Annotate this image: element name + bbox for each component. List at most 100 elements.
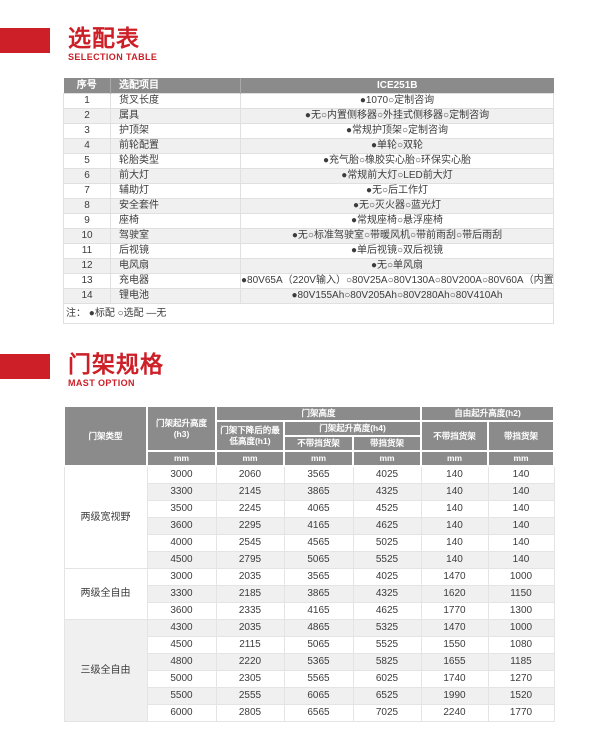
table-cell: 4025	[352, 568, 422, 586]
table-cell: 2035	[215, 568, 285, 586]
table-cell: 4565	[283, 534, 354, 552]
table-cell: 2185	[215, 585, 285, 603]
table-cell: 12	[63, 258, 111, 274]
header-cell-h2: 自由起升高度(h2)	[420, 405, 555, 422]
table-cell: 4865	[283, 619, 354, 637]
table-row: 6 前大灯 ●常规前大灯○LED前大灯	[63, 168, 554, 184]
table-cell: 1300	[487, 602, 555, 620]
table-cell: 2060	[215, 465, 285, 484]
table-cell: 1080	[487, 636, 555, 654]
table-cell: 8	[63, 198, 111, 214]
table-cell: 3565	[283, 568, 354, 586]
table-cell: 辅助灯	[110, 183, 241, 199]
section-title: 选配表	[68, 25, 140, 51]
table-cell: ●无○单风扇	[240, 258, 554, 274]
table-header-row: 序号 选配项目 ICE251B	[63, 78, 554, 94]
table-cell: 4500	[146, 636, 217, 654]
table-cell: 4	[63, 138, 111, 154]
table-cell: 驾驶室	[110, 228, 241, 244]
table-cell: 140	[487, 534, 555, 552]
table-cell: 3600	[146, 517, 217, 535]
table-row: 9 座椅 ●常规座椅○悬浮座椅	[63, 213, 554, 229]
table-cell: 140	[420, 551, 489, 569]
table-cell: 5365	[283, 653, 354, 671]
table-cell: 2	[63, 108, 111, 124]
mast-header-row-2: 门架下降后的最低高度(h1) 门架起升高度(h4) 不带挡货架 带挡货架	[64, 420, 555, 452]
table-cell: 1550	[420, 636, 489, 654]
header-cell-h4: 门架起升高度(h4)	[283, 420, 422, 437]
mast-type-cell: 两级全自由	[63, 568, 148, 620]
table-cell: 1000	[487, 568, 555, 586]
header-cell-unit: mm	[352, 450, 422, 467]
table-row: 两级全自由 3000 2035 3565 4025 1470 1000	[63, 568, 555, 620]
table-cell: 140	[420, 500, 489, 518]
table-cell: 4325	[352, 585, 422, 603]
table-row: 8 安全套件 ●无○灭火器○蓝光灯	[63, 198, 554, 214]
table-cell: ●无○后工作灯	[240, 183, 554, 199]
table-cell: 1470	[420, 568, 489, 586]
red-accent-block	[0, 354, 50, 379]
table-cell: 充电器	[110, 273, 241, 289]
table-cell: 前大灯	[110, 168, 241, 184]
note-row: 注： ●标配 ○选配 —无	[63, 303, 554, 324]
table-cell: 3	[63, 123, 111, 139]
table-cell: 1185	[487, 653, 555, 671]
table-cell: 6	[63, 168, 111, 184]
table-cell: 5525	[352, 551, 422, 569]
table-row: 12 电风扇 ●无○单风扇	[63, 258, 554, 274]
table-cell: 7025	[352, 704, 422, 722]
table-cell: ●80V155Ah○80V205Ah○80V280Ah○80V410Ah	[240, 288, 554, 304]
table-row: 5500 2555 6065 6525 1990 1520	[64, 687, 555, 705]
table-cell: 4300	[146, 619, 217, 637]
table-cell: 1150	[487, 585, 555, 603]
table-cell: ●单轮○双轮	[240, 138, 554, 154]
header-cell-h2-with-backrest: 带挡货架	[487, 420, 555, 452]
table-cell: ●1070○定制咨询	[240, 93, 554, 109]
table-cell: 2115	[215, 636, 285, 654]
table-cell: ●常规前大灯○LED前大灯	[240, 168, 554, 184]
table-cell: 5000	[146, 670, 217, 688]
table-cell: 2240	[420, 704, 489, 722]
table-cell: 1740	[420, 670, 489, 688]
table-cell: 3865	[283, 585, 354, 603]
header-cell-h4-without-backrest: 不带挡货架	[283, 435, 354, 452]
table-cell: ●无○内置侧移器○外挂式侧移器○定制咨询	[240, 108, 554, 124]
table-cell: 3865	[283, 483, 354, 501]
header-cell-h1: 门架下降后的最低高度(h1)	[215, 420, 285, 452]
table-row: 14 锂电池 ●80V155Ah○80V205Ah○80V280Ah○80V410A…	[63, 288, 554, 304]
table-cell: ●常规护顶架○定制咨询	[240, 123, 554, 139]
table-cell: 2545	[215, 534, 285, 552]
table-cell: 1000	[487, 619, 555, 637]
table-cell: 5	[63, 153, 111, 169]
table-cell: ●80V65A（220V输入）○80V25A○80V130A○80V200A○8…	[240, 273, 554, 289]
table-cell: 140	[487, 517, 555, 535]
header-cell-mast-type: 门架类型	[63, 405, 148, 467]
section-subtitle: MAST OPTION	[68, 378, 135, 388]
table-cell: 3000	[146, 465, 217, 484]
header-cell-unit: mm	[487, 450, 555, 467]
table-cell: 140	[420, 483, 489, 501]
table-cell: 2305	[215, 670, 285, 688]
table-row: 6000 2805 6565 7025 2240 1770	[64, 704, 555, 722]
table-cell: 5500	[146, 687, 217, 705]
table-cell: 1620	[420, 585, 489, 603]
table-cell: 11	[63, 243, 111, 259]
header-cell-no: 序号	[63, 78, 111, 94]
table-cell: 14	[63, 288, 111, 304]
table-cell: 140	[487, 551, 555, 569]
table-cell: 护顶架	[110, 123, 241, 139]
table-cell: 4500	[146, 551, 217, 569]
mast-table-body: 两级宽视野 3000 2060 3565 4025 140 140 3300 2145 3865 4…	[63, 465, 555, 722]
table-row: 7 辅助灯 ●无○后工作灯	[63, 183, 554, 199]
table-cell: 4625	[352, 517, 422, 535]
table-cell: 140	[420, 465, 489, 484]
header-cell-unit: mm	[215, 450, 285, 467]
section-mast-option-header: 门架规格 MAST OPTION	[0, 351, 164, 389]
table-cell: 前轮配置	[110, 138, 241, 154]
header-cell-item: 选配项目	[110, 78, 241, 94]
table-cell: 4525	[352, 500, 422, 518]
mast-header-row-4: mm mm mm mm mm mm	[64, 450, 555, 467]
table-cell: 3300	[146, 483, 217, 501]
table-cell: 锂电池	[110, 288, 241, 304]
table-row: 13 充电器 ●80V65A（220V输入）○80V25A○80V130A○80V2…	[63, 273, 554, 289]
